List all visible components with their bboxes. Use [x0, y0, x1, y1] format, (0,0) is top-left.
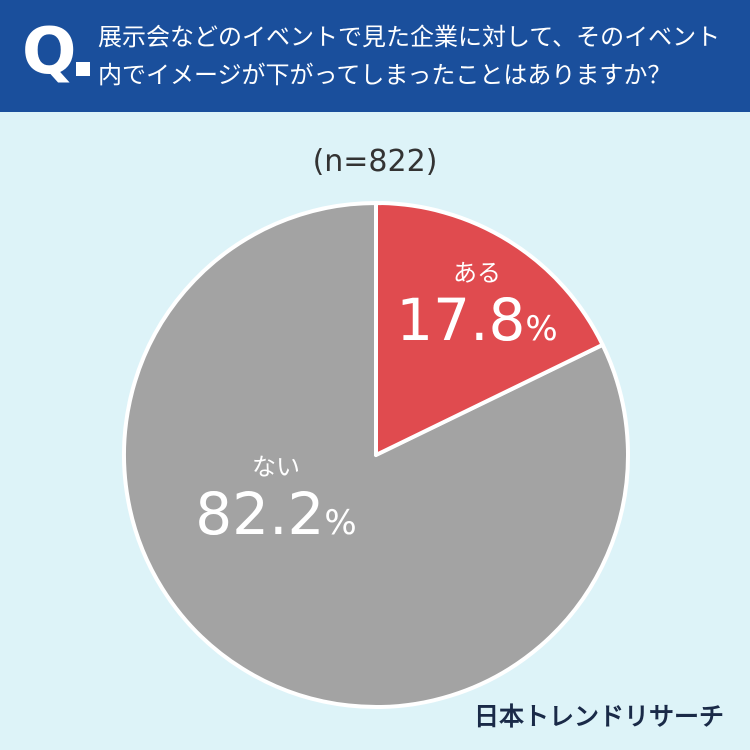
slice-name-nai: ない	[252, 453, 300, 481]
slice-value-aru: 17.8%	[392, 288, 562, 361]
question-mark: Q	[22, 15, 77, 89]
question-mark-dot	[76, 62, 90, 76]
slice-value-aru-unit: %	[525, 309, 558, 349]
slice-value-nai-unit: %	[324, 503, 357, 543]
slice-label-aru: ある 17.8%	[392, 258, 562, 361]
slice-label-nai: ない 82.2%	[176, 452, 376, 555]
brand-logo: 日本トレンドリサーチ	[473, 702, 724, 731]
question-text-line-1: 展示会などのイベントで見た企業に対して、そのイベント	[98, 23, 721, 51]
slice-value-nai: 82.2%	[176, 482, 376, 555]
pie-slice-aru	[374, 201, 605, 457]
question-text-line-2: 内でイメージが下がってしまったことはありますか？	[98, 61, 672, 89]
sample-size-label: (n=822)	[312, 144, 438, 179]
slice-value-aru-number: 17.8	[396, 286, 526, 354]
slice-name-aru: ある	[453, 259, 501, 287]
question-header: Q 展示会などのイベントで見た企業に対して、そのイベント 内でイメージが下がって…	[0, 0, 750, 112]
slice-value-nai-number: 82.2	[195, 480, 325, 548]
